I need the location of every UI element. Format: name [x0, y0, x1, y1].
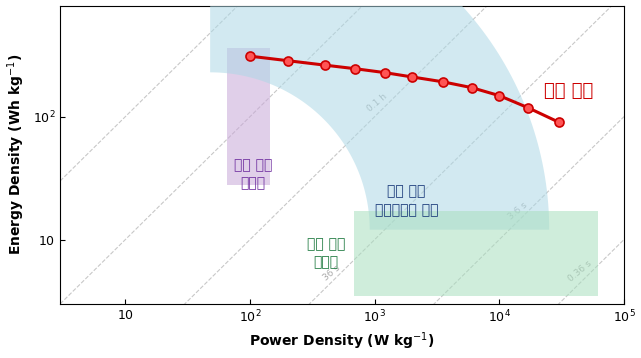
Y-axis label: Energy Density (Wh kg$^{-1}$): Energy Density (Wh kg$^{-1}$)	[6, 54, 27, 255]
Polygon shape	[354, 211, 598, 296]
Text: 36 s: 36 s	[321, 263, 342, 282]
Text: 0.1 h: 0.1 h	[365, 92, 389, 114]
Text: 0.36 s: 0.36 s	[566, 259, 593, 284]
Text: 소듐 이온
하이브리드 전지: 소듐 이온 하이브리드 전지	[375, 185, 438, 217]
Text: 소듐 이온
축전지: 소듐 이온 축전지	[307, 237, 345, 270]
Text: 이번 연구: 이번 연구	[544, 82, 594, 100]
Polygon shape	[227, 48, 270, 185]
X-axis label: Power Density (W kg$^{-1}$): Power Density (W kg$^{-1}$)	[249, 331, 435, 352]
Polygon shape	[210, 0, 549, 230]
Text: 소듐 이온
배터리: 소듐 이온 배터리	[233, 158, 272, 190]
Text: 3.6 s: 3.6 s	[506, 200, 529, 222]
